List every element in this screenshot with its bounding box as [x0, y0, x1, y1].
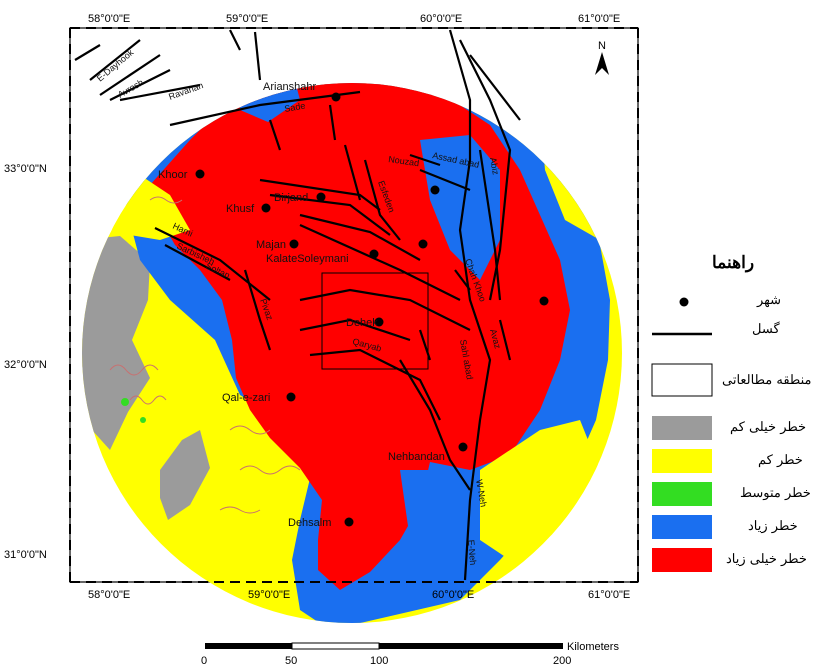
- lon-label: 58°0'0"E: [88, 13, 130, 25]
- lon-label: 58°0'0"E: [88, 589, 130, 601]
- lon-label: 59°0'0"E: [248, 589, 290, 601]
- legend-fault-label: گسل: [752, 321, 780, 337]
- city-marker-qal-e-zari: [286, 392, 296, 402]
- fault-label: Sade: [284, 100, 306, 114]
- city-marker-dehsalm: [344, 517, 354, 527]
- scale-tick: 50: [285, 655, 297, 667]
- city-label: Khusf: [226, 203, 255, 215]
- city-label: Khoor: [158, 169, 188, 181]
- scale-unit: Kilometers: [567, 641, 619, 653]
- boundary-outlines: [109, 196, 301, 514]
- legend-low-label: خطر کم: [758, 453, 803, 468]
- city-label: Dehsalm: [288, 517, 331, 529]
- fault-label: E-Neh: [466, 539, 478, 565]
- scale-tick: 0: [201, 655, 207, 667]
- legend-study-area-swatch: [651, 363, 713, 397]
- scale-tick: 200: [553, 655, 571, 667]
- zone-low-southeast: [480, 420, 600, 560]
- longitude-labels-top: 58°0'0"E 59°0'0"E 60°0'0"E 61°0'0"E: [88, 13, 620, 25]
- fault-lines: [74, 29, 521, 581]
- city-labels: Arianshahr Khoor Birjand Khusf Majan Kal…: [158, 81, 445, 529]
- lon-label: 61°0'0"E: [588, 589, 630, 601]
- city-label: Qal-e-zari: [222, 392, 270, 404]
- city-markers: [195, 92, 549, 527]
- north-arrow: N: [595, 40, 609, 75]
- zone-very-low-west: [82, 236, 150, 450]
- scale-seg-2: [291, 642, 380, 650]
- lon-label: 60°0'0"E: [432, 589, 474, 601]
- legend-very-high-label: خطر خیلی زیاد: [726, 552, 807, 567]
- city-label: Arianshahr: [263, 81, 317, 93]
- fault-label: W-Neh: [474, 479, 489, 508]
- city-marker-northeast: [430, 185, 440, 195]
- legend-medium-swatch: [652, 482, 712, 506]
- city-marker-majan: [289, 239, 299, 249]
- city-label: Majan: [256, 239, 286, 251]
- legend-city-icon: [679, 297, 689, 307]
- legend-very-low-label: خطر خیلی کم: [730, 420, 806, 435]
- legend-very-high-swatch: [652, 548, 712, 572]
- scale-seg-3: [379, 643, 563, 649]
- city-marker-arianshahr: [331, 92, 341, 102]
- scale-tick: 100: [370, 655, 388, 667]
- city-label: Dehek: [346, 317, 378, 329]
- legend-high-swatch: [652, 515, 712, 539]
- legend-title: راهنما: [712, 253, 754, 273]
- scale-seg-1: [205, 643, 292, 649]
- latitude-labels: 33°0'0"N 32°0'0"N 31°0'0"N: [4, 163, 47, 561]
- city-marker-dehek: [374, 317, 384, 327]
- zone-high-patch-east: [420, 135, 500, 280]
- legend-high-label: خطر زیاد: [748, 519, 798, 534]
- zone-medium-spot: [121, 398, 129, 406]
- fault-label: Abiz: [488, 157, 501, 176]
- city-marker-kalatesoleymani: [369, 249, 379, 259]
- lon-label: 59°0'0"E: [226, 13, 268, 25]
- legend-city-label: شهر: [756, 293, 781, 308]
- fault-label: Nouzad: [388, 154, 420, 168]
- zone-medium-spot: [140, 417, 146, 423]
- city-marker-nehbandan: [458, 442, 468, 452]
- city-marker-center: [418, 239, 428, 249]
- zone-very-low-southwest: [160, 430, 210, 520]
- frame-ticks: [69, 27, 639, 583]
- city-label: KalateSoleymani: [266, 253, 349, 265]
- zone-high-patch-southeast: [400, 470, 470, 580]
- city-label: Birjand: [274, 192, 308, 204]
- lat-label: 31°0'0"N: [4, 549, 47, 561]
- lat-label: 33°0'0"N: [4, 163, 47, 175]
- city-marker-khusf: [261, 203, 271, 213]
- legend-medium-label: خطر متوسط: [740, 486, 811, 501]
- lat-label: 32°0'0"N: [4, 359, 47, 371]
- north-arrow-icon: [595, 52, 609, 75]
- legend-study-area-label: منطقه مطالعاتی: [722, 373, 811, 388]
- city-marker-east: [539, 296, 549, 306]
- longitude-labels-bottom: 58°0'0"E 59°0'0"E 60°0'0"E 61°0'0"E: [88, 589, 630, 601]
- study-area-rectangle: [321, 272, 429, 370]
- city-label: Nehbandan: [388, 451, 445, 463]
- legend-low-swatch: [652, 449, 712, 473]
- legend-very-low-swatch: [652, 416, 712, 440]
- lon-label: 60°0'0"E: [420, 13, 462, 25]
- city-marker-khoor: [195, 169, 205, 179]
- scale-bar: Kilometers 0 50 100 200: [201, 641, 619, 667]
- lon-label: 61°0'0"E: [578, 13, 620, 25]
- legend: راهنما شهر گسل منطقه مطالعاتی خطر خیلی ک…: [651, 253, 811, 572]
- city-marker-birjand: [316, 192, 326, 202]
- north-arrow-label: N: [598, 40, 606, 52]
